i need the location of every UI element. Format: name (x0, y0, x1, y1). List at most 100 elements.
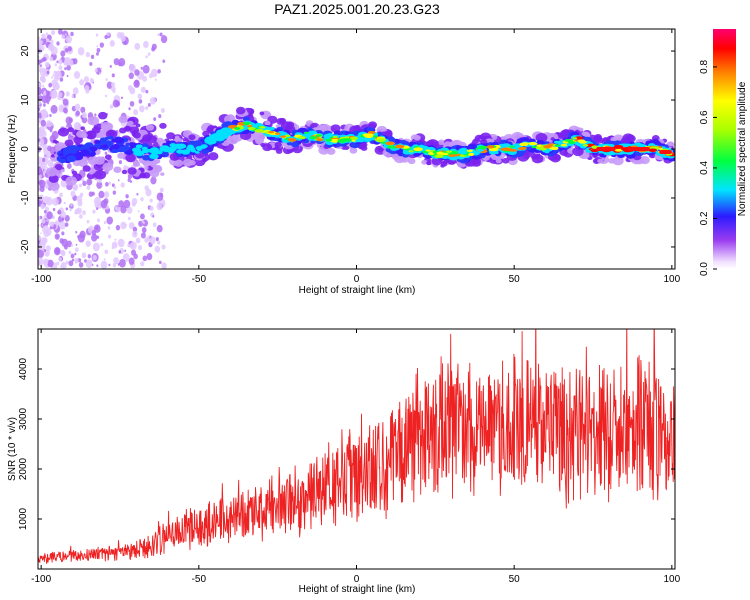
core-blob (141, 146, 148, 151)
noise-blob (70, 31, 74, 37)
noise-blob (100, 199, 108, 209)
noise-blob (99, 42, 104, 48)
noise-blob (45, 32, 49, 36)
noise-blob (104, 249, 109, 254)
noise-blob (38, 130, 45, 138)
noise-blob (92, 209, 96, 214)
noise-blob (60, 249, 66, 256)
snr-x-tick-label: -50 (192, 574, 207, 585)
noise-blob (117, 179, 120, 182)
peak-blob (582, 144, 589, 147)
halo-blob (127, 120, 134, 126)
noise-blob (76, 207, 82, 215)
halo-blob (154, 159, 161, 164)
halo-blob (437, 139, 445, 146)
peak-blob (468, 152, 474, 155)
peak-streak (659, 149, 672, 154)
colorbar-tick-label: 0.8 (699, 60, 710, 74)
noise-blob (65, 260, 69, 265)
halo-blob (64, 139, 74, 147)
peak-blob (572, 137, 578, 140)
halo-blob (166, 132, 176, 140)
spectrogram-y-tick-label: 0 (20, 146, 31, 152)
core-blob (176, 149, 184, 154)
noise-blob (38, 112, 43, 119)
halo-blob (86, 172, 96, 180)
peak-blob (247, 126, 256, 131)
noise-blob (77, 47, 85, 56)
noise-blob (96, 47, 101, 53)
halo-blob (622, 133, 634, 143)
noise-blob (137, 93, 143, 100)
noise-blob (51, 76, 54, 79)
noise-blob (38, 117, 41, 123)
noise-blob (142, 75, 148, 82)
halo-blob (235, 106, 246, 115)
noise-blob (41, 77, 46, 84)
noise-blob (96, 235, 100, 239)
noise-blob (43, 91, 47, 96)
peak-blob (380, 141, 386, 144)
noise-blob (78, 262, 84, 268)
spectrogram-y-tick-label: 20 (20, 45, 31, 57)
noise-blob (158, 260, 162, 265)
noise-blob (58, 59, 63, 65)
peak-blob (395, 144, 405, 149)
peak-blob (235, 128, 240, 131)
halo-blob (54, 163, 63, 171)
noise-blob (45, 196, 53, 206)
noise-blob (61, 217, 65, 221)
noise-blob (74, 247, 79, 253)
noise-blob (140, 261, 145, 267)
noise-blob (109, 64, 112, 68)
core-blob (366, 127, 375, 133)
halo-blob (594, 133, 602, 141)
noise-blob (66, 65, 71, 71)
noise-blob (149, 96, 157, 105)
spectrogram-y-axis-label: Frequency (Hz) (7, 115, 18, 184)
core-blob (74, 146, 81, 151)
core-blob (101, 144, 109, 149)
noise-blob (160, 35, 168, 44)
noise-blob (109, 40, 115, 47)
core-blob (111, 138, 117, 143)
core-blob (108, 135, 114, 140)
halo-blob (87, 116, 100, 126)
noise-blob (107, 226, 111, 230)
peak-blob (246, 124, 253, 128)
noise-blob (51, 123, 54, 126)
core-blob (160, 145, 170, 151)
noise-blob (86, 219, 90, 224)
core-blob (290, 141, 300, 148)
noise-blob (143, 40, 149, 49)
noise-blob (46, 120, 52, 128)
noise-blob (120, 35, 126, 42)
noise-blob (114, 238, 117, 241)
noise-blob (70, 190, 76, 197)
noise-blob (154, 78, 157, 81)
noise-blob (162, 59, 166, 64)
noise-blob (138, 99, 143, 104)
noise-blob (38, 138, 41, 142)
noise-blob (157, 33, 160, 37)
noise-blob (98, 190, 105, 199)
core-blob (58, 152, 64, 157)
peak-blob (509, 145, 515, 148)
halo-blob (150, 163, 156, 168)
noise-blob (74, 257, 79, 264)
snr-y-tick-label: 4000 (18, 357, 29, 380)
noise-blob (52, 197, 59, 206)
peak-blob (351, 139, 356, 142)
peak-blob (445, 150, 452, 153)
peak-blob (577, 139, 586, 143)
noise-blob (120, 96, 124, 100)
peak-blob (315, 134, 323, 137)
noise-blob (65, 35, 73, 44)
core-blob (301, 138, 306, 142)
peak-blob (614, 148, 623, 152)
halo-blob (57, 127, 70, 137)
noise-blob (115, 224, 121, 231)
halo-blob (144, 166, 149, 170)
snr-y-tick-label: 2000 (18, 457, 29, 480)
noise-blob (70, 253, 75, 259)
